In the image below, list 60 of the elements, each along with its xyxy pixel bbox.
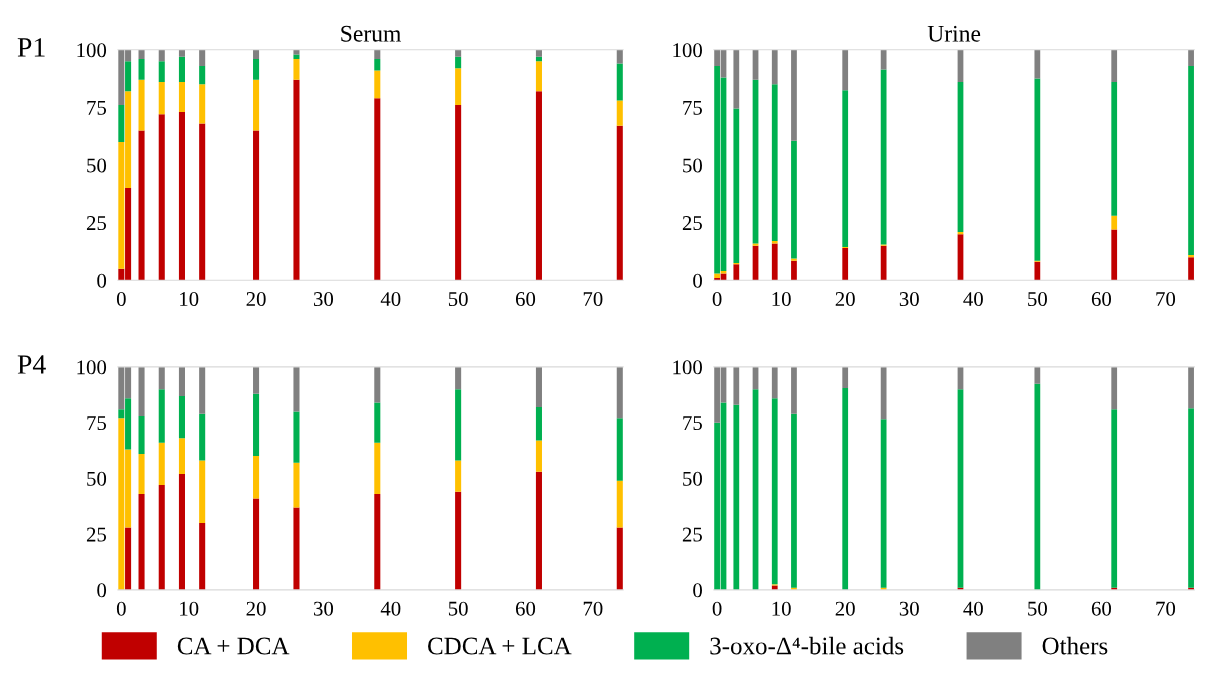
x-tick-label: 20	[835, 601, 855, 616]
x-tick-label: 0	[712, 601, 722, 616]
chart-title: Serum	[341, 25, 402, 42]
y-tick-label: 75	[683, 416, 702, 431]
x-tick-label: 30	[899, 292, 919, 307]
x-tick-label: 40	[380, 292, 401, 307]
legend-label: Others	[1042, 636, 1108, 655]
x-tick-label: 40	[963, 601, 983, 616]
x-tick-label: 70	[583, 292, 603, 307]
x-tick-label: 60	[515, 601, 536, 616]
y-tick-label: 0	[693, 583, 702, 598]
x-tick-label: 50	[1028, 601, 1047, 616]
x-tick-label: 20	[835, 292, 855, 307]
x-tick-label: 10	[180, 601, 199, 616]
x-tick-label: 40	[963, 292, 983, 307]
chart-title: Urine	[927, 25, 981, 42]
x-tick-label: 30	[313, 292, 334, 307]
y-tick-label: 100	[673, 43, 702, 58]
y-tick-label: 25	[682, 527, 702, 542]
y-tick-label: 25	[86, 216, 107, 231]
x-tick-label: 70	[1156, 601, 1176, 616]
x-tick-label: 30	[313, 601, 334, 616]
text: P1	[17, 38, 45, 57]
text: P4	[17, 355, 46, 374]
x-tick-label: 0	[712, 292, 722, 307]
y-tick-label: 100	[77, 43, 107, 58]
legend-label: CA + DCA	[177, 637, 290, 655]
x-tick-label: 10	[772, 601, 791, 616]
y-tick-label: 100	[673, 360, 702, 375]
y-tick-label: 50	[87, 471, 107, 486]
x-tick-label: 50	[448, 601, 468, 616]
x-tick-label: 50	[1028, 292, 1047, 307]
y-tick-label: 75	[87, 101, 107, 115]
x-tick-label: 60	[515, 292, 536, 307]
x-tick-label: 30	[899, 601, 919, 616]
y-tick-label: 25	[86, 527, 107, 542]
x-tick-label: 20	[246, 292, 266, 307]
y-tick-label: 75	[87, 416, 107, 431]
y-tick-label: 50	[683, 471, 702, 486]
x-tick-label: 50	[448, 292, 468, 307]
x-tick-label: 70	[583, 601, 603, 616]
y-tick-label: 25	[682, 216, 702, 231]
legend-label: 3-oxo-Δ⁴-bile acids	[710, 636, 904, 655]
x-tick-label: 40	[380, 601, 401, 616]
x-tick-label: 20	[246, 601, 266, 616]
y-tick-label: 100	[77, 360, 107, 375]
x-tick-label: 70	[1156, 292, 1176, 307]
y-tick-label: 0	[693, 273, 702, 288]
x-tick-label: 60	[1091, 292, 1112, 307]
y-tick-label: 50	[683, 158, 702, 173]
y-tick-label: 0	[97, 273, 107, 288]
x-tick-label: 0	[116, 601, 126, 616]
x-tick-label: 60	[1091, 601, 1112, 616]
y-tick-label: 0	[97, 583, 107, 598]
x-tick-label: 0	[116, 292, 126, 307]
y-tick-label: 50	[87, 158, 107, 173]
y-tick-label: 75	[683, 101, 702, 115]
legend-label: CDCA + LCA	[428, 637, 572, 655]
x-tick-label: 10	[772, 292, 791, 307]
x-tick-label: 10	[180, 292, 199, 307]
